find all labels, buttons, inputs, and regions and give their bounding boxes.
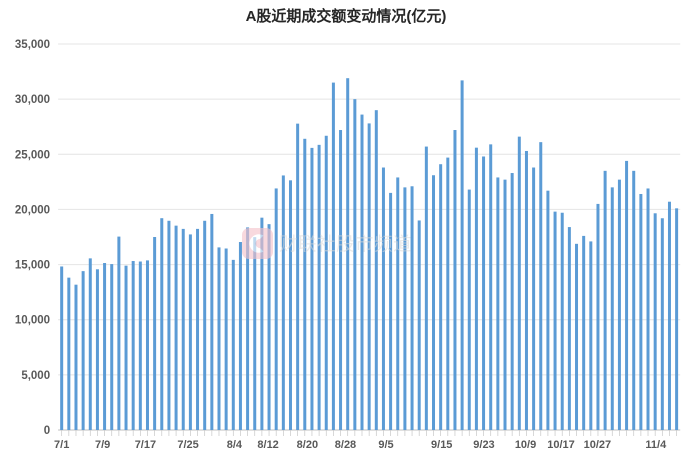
svg-text:8/20: 8/20 xyxy=(297,439,318,451)
svg-text:11/4: 11/4 xyxy=(645,439,667,451)
svg-text:9/23: 9/23 xyxy=(473,439,494,451)
svg-text:30,000: 30,000 xyxy=(15,94,50,106)
svg-text:5,000: 5,000 xyxy=(21,370,50,382)
svg-text:10/17: 10/17 xyxy=(547,439,575,451)
svg-text:8/28: 8/28 xyxy=(335,439,356,451)
svg-text:20,000: 20,000 xyxy=(15,204,50,216)
svg-text:10/9: 10/9 xyxy=(515,439,536,451)
svg-text:7/17: 7/17 xyxy=(135,439,156,451)
svg-text:35,000: 35,000 xyxy=(15,39,50,51)
svg-text:7/25: 7/25 xyxy=(177,439,198,451)
svg-text:8/4: 8/4 xyxy=(227,439,243,451)
svg-text:10,000: 10,000 xyxy=(15,315,50,327)
svg-text:财联社股市频道: 财联社股市频道 xyxy=(279,234,412,255)
svg-text:0: 0 xyxy=(44,425,50,437)
svg-text:7/9: 7/9 xyxy=(95,439,110,451)
svg-text:9/15: 9/15 xyxy=(431,439,452,451)
svg-text:9/5: 9/5 xyxy=(378,439,393,451)
svg-text:25,000: 25,000 xyxy=(15,149,50,161)
svg-text:15,000: 15,000 xyxy=(15,260,50,272)
svg-text:A股近期成交额变动情况(亿元): A股近期成交额变动情况(亿元) xyxy=(246,7,447,25)
svg-text:7/1: 7/1 xyxy=(54,439,69,451)
svg-text:8/12: 8/12 xyxy=(257,439,278,451)
svg-text:10/27: 10/27 xyxy=(584,439,612,451)
